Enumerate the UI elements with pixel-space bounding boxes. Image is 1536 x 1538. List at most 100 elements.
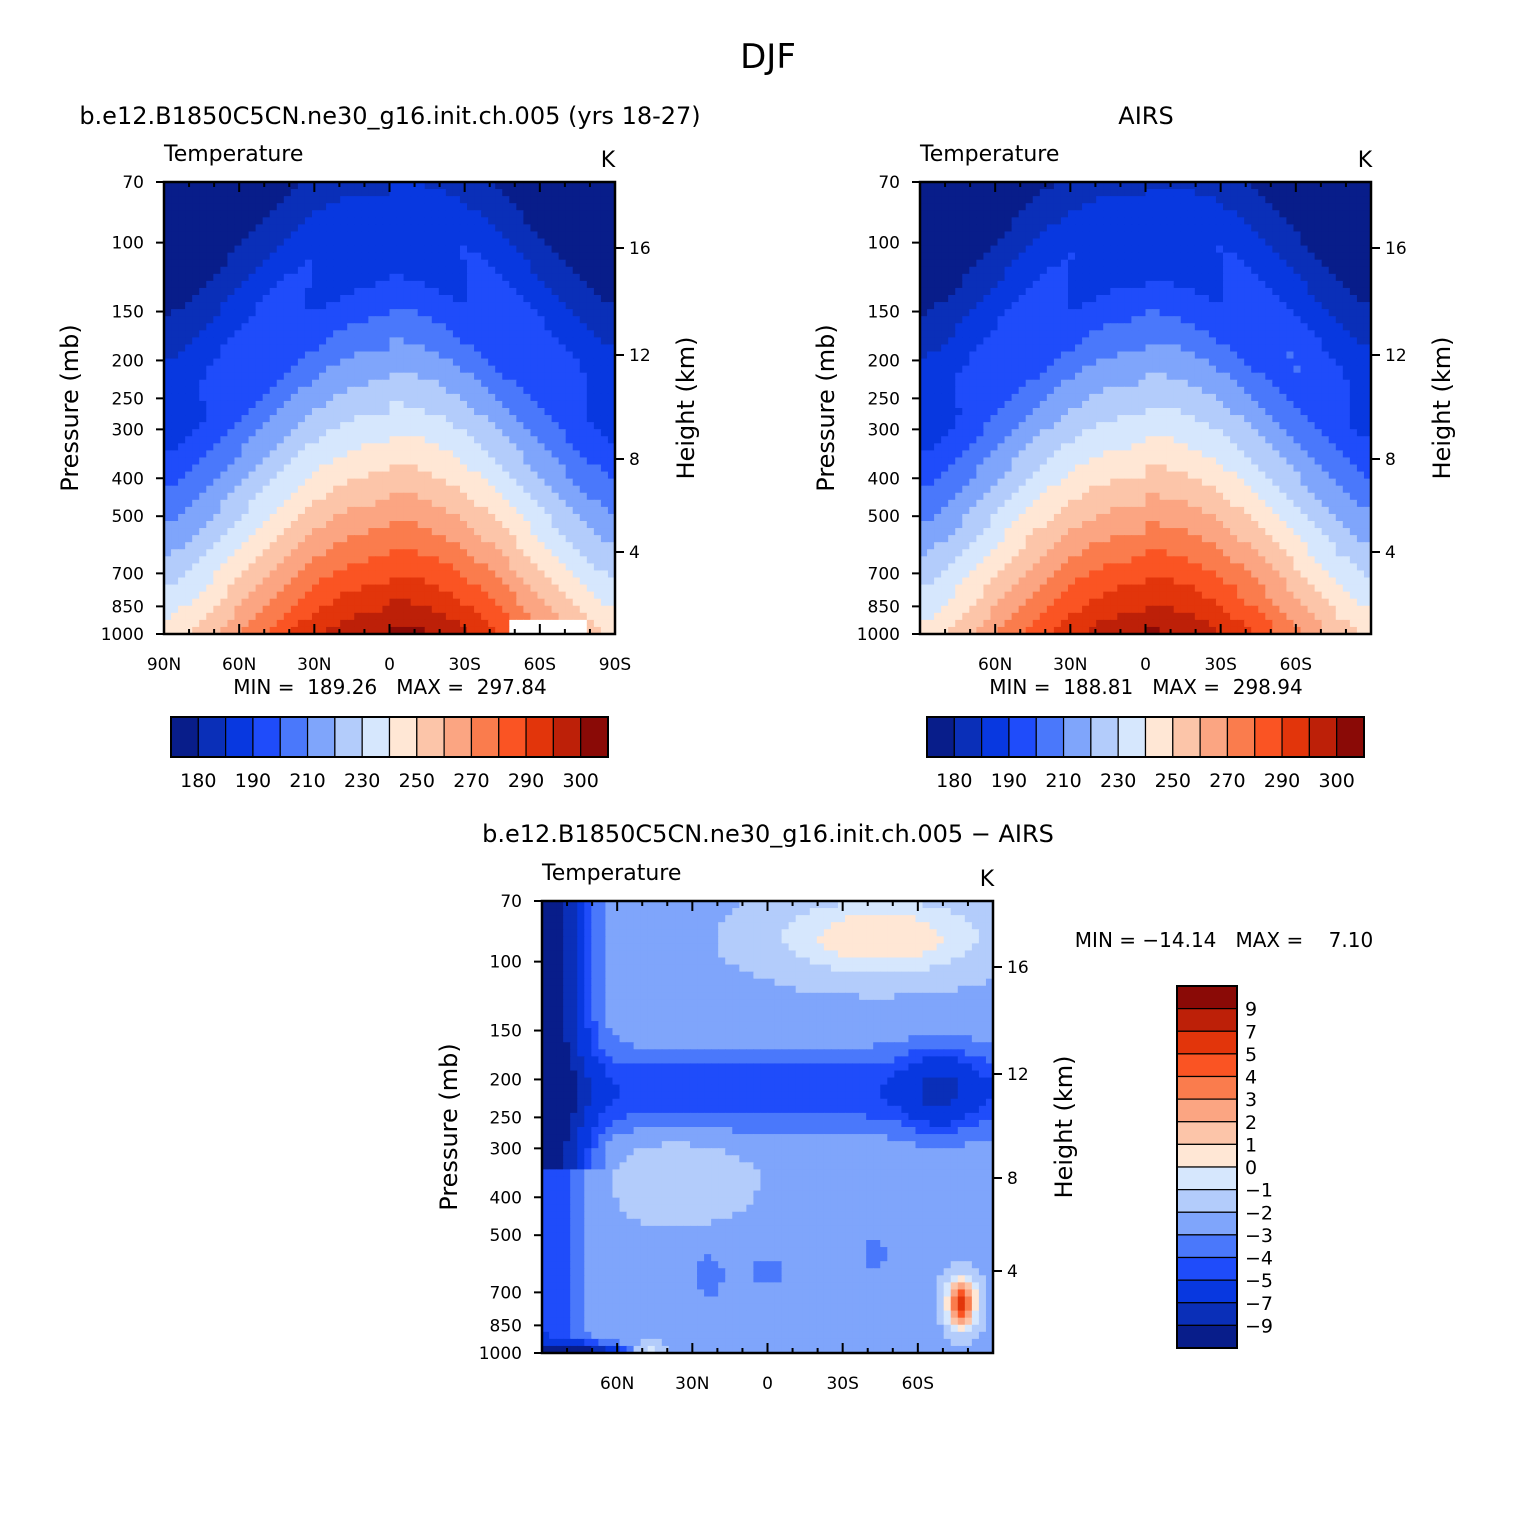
contour-cell — [1145, 217, 1154, 225]
contour-cell — [375, 570, 384, 579]
contour-cell — [290, 528, 299, 536]
contour-cell — [983, 224, 992, 233]
contour-cell — [467, 605, 475, 614]
contour-cell — [241, 344, 250, 353]
contour-cell — [199, 386, 207, 395]
contour-cell — [459, 309, 468, 317]
contour-cell — [319, 238, 327, 247]
contour-cell — [220, 365, 229, 374]
contour-cell — [551, 203, 560, 211]
contour-cell — [1032, 224, 1041, 233]
contour-cell — [495, 478, 503, 487]
contour-cell — [192, 535, 200, 543]
contour-cell — [326, 386, 334, 395]
contour-cell — [403, 266, 412, 275]
contour-cell — [382, 443, 391, 451]
contour-cell — [558, 626, 567, 634]
contour-cell — [171, 309, 179, 317]
contour-cell — [382, 450, 391, 459]
contour-cell — [290, 626, 299, 634]
contour-cell — [396, 436, 405, 444]
contour-cell — [192, 295, 200, 303]
contour-cell — [206, 521, 214, 529]
contour-cell — [227, 182, 236, 190]
contour-cell — [185, 224, 193, 233]
contour-cell — [565, 287, 574, 296]
contour-cell — [1173, 231, 1182, 240]
contour-cell — [1138, 217, 1147, 225]
contour-cell — [227, 598, 236, 607]
contour-cell — [579, 563, 588, 572]
contour-cell — [488, 450, 496, 459]
contour-cell — [311, 471, 320, 480]
contour-cell — [319, 457, 327, 466]
contour-cell — [927, 252, 935, 261]
contour-cell — [544, 443, 553, 451]
contour-cell — [297, 429, 306, 437]
contour-cell — [481, 464, 489, 473]
contour-cell — [410, 556, 419, 564]
contour-cell — [241, 513, 250, 522]
contour-cell — [206, 330, 214, 338]
contour-cell — [199, 323, 207, 331]
contour-cell — [481, 598, 489, 607]
contour-cell — [1321, 224, 1330, 233]
contour-cell — [431, 513, 440, 522]
contour-cell — [1060, 259, 1069, 268]
contour-cell — [375, 499, 384, 508]
contour-cell — [375, 605, 384, 614]
contour-cell — [269, 266, 278, 275]
contour-cell — [389, 238, 398, 247]
contour-cell — [424, 231, 433, 240]
contour-cell — [283, 612, 292, 621]
contour-cell — [417, 408, 426, 416]
contour-cell — [516, 372, 524, 381]
contour-cell — [600, 415, 609, 423]
contour-cell — [410, 570, 419, 579]
contour-cell — [403, 379, 412, 388]
contour-cell — [319, 266, 327, 275]
contour-cell — [1272, 224, 1280, 233]
contour-cell — [955, 252, 963, 261]
contour-cell — [537, 316, 546, 324]
contour-cell — [311, 450, 320, 459]
contour-cell — [572, 365, 581, 374]
contour-cell — [467, 443, 475, 451]
contour-cell — [326, 302, 334, 310]
contour-cell — [495, 372, 503, 381]
contour-cell — [185, 422, 193, 430]
contour-cell — [333, 323, 341, 331]
contour-cell — [333, 443, 341, 451]
contour-cell — [1279, 217, 1288, 225]
contour-cell — [347, 302, 355, 310]
contour-cell — [516, 436, 524, 444]
contour-cell — [474, 429, 482, 437]
contour-cell — [558, 295, 567, 303]
contour-cell — [1194, 259, 1203, 268]
contour-cell — [368, 203, 377, 211]
contour-cell — [248, 535, 257, 543]
contour-cell — [368, 513, 377, 522]
contour-cell — [255, 513, 264, 522]
contour-cell — [474, 443, 482, 451]
contour-cell — [927, 217, 935, 225]
contour-cell — [319, 337, 327, 346]
contour-cell — [452, 252, 461, 261]
contour-cell — [544, 189, 553, 197]
contour-cell — [262, 344, 271, 353]
contour-cell — [551, 182, 560, 190]
contour-cell — [206, 626, 214, 634]
contour-cell — [361, 577, 369, 586]
contour-cell — [248, 478, 257, 487]
contour-cell — [934, 224, 942, 233]
contour-cell — [523, 266, 532, 275]
contour-cell — [255, 386, 264, 395]
contour-cell — [1180, 231, 1189, 240]
contour-cell — [1131, 203, 1140, 211]
contour-cell — [551, 443, 560, 451]
contour-cell — [481, 217, 489, 225]
contour-cell — [445, 217, 454, 225]
contour-cell — [206, 542, 214, 550]
contour-cell — [1025, 196, 1034, 204]
contour-cell — [523, 464, 532, 473]
